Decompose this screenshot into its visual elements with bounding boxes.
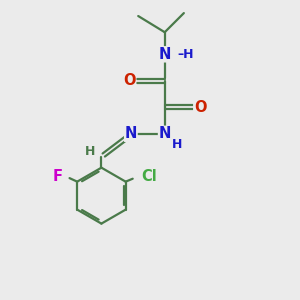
Text: H: H [85, 145, 95, 158]
Text: N: N [158, 47, 171, 62]
Text: Cl: Cl [141, 169, 157, 184]
Text: O: O [194, 100, 206, 115]
Text: N: N [125, 126, 137, 141]
Text: H: H [172, 139, 182, 152]
Text: –H: –H [177, 48, 194, 61]
Text: N: N [158, 126, 171, 141]
Text: F: F [53, 169, 63, 184]
Text: O: O [123, 73, 136, 88]
